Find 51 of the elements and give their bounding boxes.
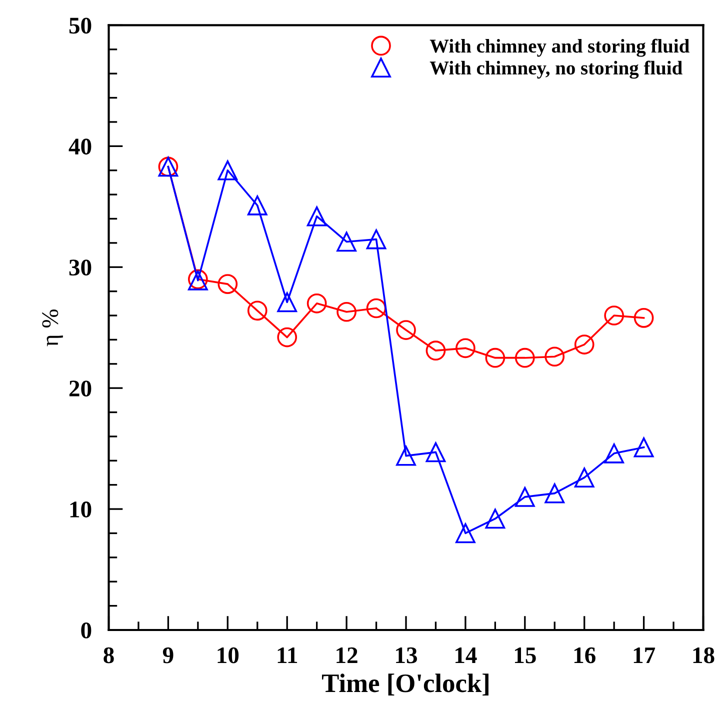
x-tick-label: 15: [514, 647, 536, 664]
point: [247, 196, 268, 216]
point: [218, 274, 238, 294]
y-tick-label: 40: [68, 138, 92, 155]
legend-label: With chimney and storing fluid: [430, 38, 690, 57]
point: [634, 308, 654, 328]
point: [485, 348, 506, 368]
point: [306, 206, 327, 226]
point: [634, 437, 654, 458]
point: [604, 306, 624, 326]
point: [277, 327, 298, 348]
x-tick-label: 16: [574, 647, 596, 664]
x-tick-label: 17: [634, 647, 656, 664]
point: [247, 300, 268, 321]
x-tick-label: 13: [396, 647, 417, 664]
point: [604, 443, 624, 464]
point: [366, 229, 386, 250]
point: [456, 523, 476, 544]
point: [544, 483, 565, 504]
x-tick-label: 9: [162, 647, 174, 664]
x-tick-label: 8: [104, 647, 114, 664]
point: [277, 292, 298, 312]
y-tick-label: 0: [81, 622, 92, 638]
point: [426, 340, 446, 361]
point: [366, 298, 386, 318]
x-tick-label: 11: [278, 647, 298, 664]
y-tick-label: 50: [69, 18, 92, 34]
y-tick-label: 20: [69, 380, 92, 397]
x-tick-label: 14: [456, 647, 477, 664]
point: [514, 487, 535, 507]
point: [544, 346, 565, 367]
point: [456, 338, 476, 358]
y-axis-title: η %: [42, 309, 63, 346]
legend-label: With chimney, no storing fluid: [430, 60, 682, 79]
point: [336, 302, 356, 322]
point: [514, 348, 535, 368]
point: [306, 293, 327, 314]
x-tick-label: 10: [218, 647, 239, 664]
y-tick-label: 30: [69, 260, 92, 276]
point: [396, 446, 416, 466]
point: [218, 160, 238, 180]
point: [426, 442, 446, 462]
point: [574, 468, 594, 488]
x-axis-title: Time [O'clock]: [322, 674, 488, 696]
x-tick-label: 12: [336, 647, 358, 664]
y-tick-label: 10: [70, 502, 92, 518]
point: [336, 232, 356, 252]
point: [485, 508, 506, 529]
point: [396, 320, 416, 340]
x-tick-label: 18: [693, 647, 714, 664]
point: [574, 334, 594, 354]
